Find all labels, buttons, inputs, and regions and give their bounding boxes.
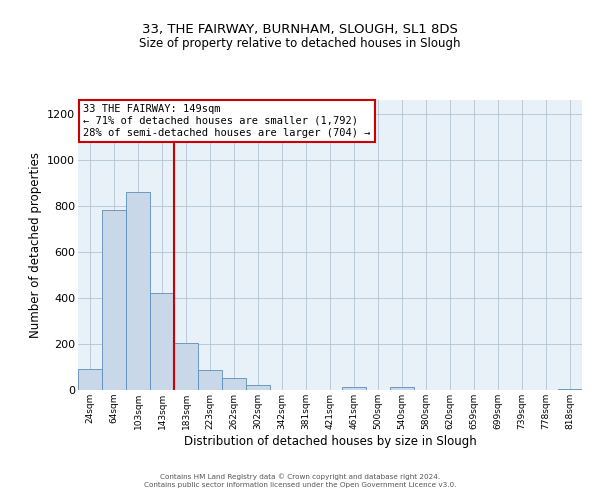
Bar (198, 370, 222, 390)
Y-axis label: Number of detached properties: Number of detached properties (29, 152, 41, 338)
Bar (174, 343, 198, 390)
Text: 33, THE FAIRWAY, BURNHAM, SLOUGH, SL1 8DS: 33, THE FAIRWAY, BURNHAM, SLOUGH, SL1 8D… (142, 22, 458, 36)
Text: 33 THE FAIRWAY: 149sqm
← 71% of detached houses are smaller (1,792)
28% of semi-: 33 THE FAIRWAY: 149sqm ← 71% of detached… (83, 104, 371, 138)
Text: Size of property relative to detached houses in Slough: Size of property relative to detached ho… (139, 38, 461, 51)
X-axis label: Distribution of detached houses by size in Slough: Distribution of detached houses by size … (184, 434, 476, 448)
Bar (150, 294, 174, 390)
Bar (342, 386, 366, 390)
Bar (558, 389, 582, 390)
Text: Contains HM Land Registry data © Crown copyright and database right 2024.
Contai: Contains HM Land Registry data © Crown c… (144, 474, 456, 488)
Bar (390, 386, 414, 390)
Bar (246, 385, 270, 390)
Bar (102, 210, 126, 390)
Bar (126, 192, 150, 390)
Bar (78, 370, 102, 390)
Bar (222, 378, 246, 390)
